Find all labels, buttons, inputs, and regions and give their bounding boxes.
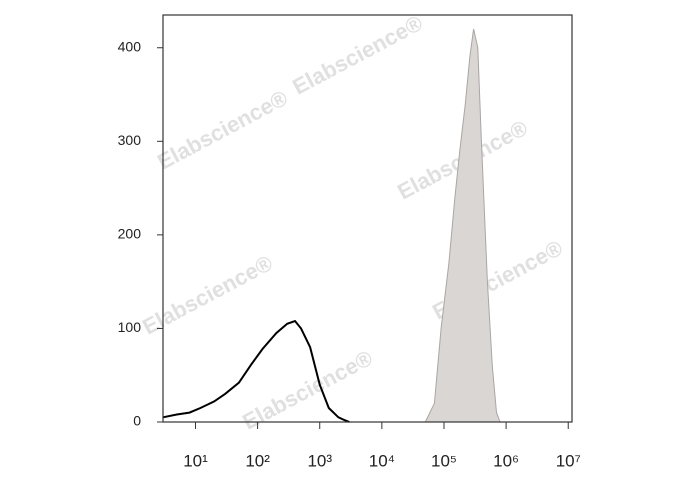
y-tick-label: 100 <box>118 319 142 335</box>
histogram-area <box>424 28 501 423</box>
x-tick-label: 10⁷ <box>556 451 581 470</box>
y-tick-label: 300 <box>118 132 142 148</box>
y-tick-label: 400 <box>118 38 142 54</box>
watermark: Elabscience® <box>153 85 291 174</box>
histogram-line <box>162 319 350 423</box>
x-tick-label: 10² <box>245 451 270 470</box>
y-tick-label: 200 <box>118 226 142 242</box>
watermarks: Elabscience® Elabscience® Elabscience® E… <box>138 10 566 434</box>
x-tick-label: 10⁵ <box>431 451 457 470</box>
watermark: Elabscience® <box>138 250 276 339</box>
x-tick-label: 10⁶ <box>493 451 519 470</box>
x-tick-label: 10⁴ <box>369 451 395 470</box>
x-tick-label: 10¹ <box>183 451 208 470</box>
x-tick-label: 10³ <box>307 451 332 470</box>
y-tick-label: 0 <box>133 413 141 429</box>
watermark: Elabscience® <box>288 10 426 99</box>
plot-frame <box>162 14 573 423</box>
watermark: Elabscience® <box>238 345 376 434</box>
